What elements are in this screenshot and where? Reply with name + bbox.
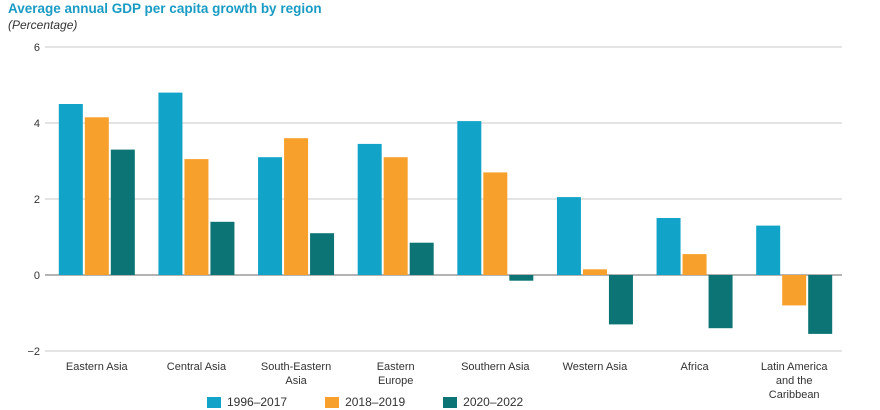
x-tick-label: Central Asia bbox=[167, 361, 227, 373]
bar bbox=[110, 149, 135, 275]
y-tick-label: 2 bbox=[34, 194, 40, 206]
bar bbox=[210, 221, 235, 275]
y-tick-label: 4 bbox=[34, 118, 40, 130]
bar bbox=[258, 157, 283, 275]
y-tick-label: −2 bbox=[27, 346, 40, 358]
bar bbox=[656, 218, 681, 275]
x-tick-label: Western Asia bbox=[563, 361, 628, 373]
legend-swatch bbox=[207, 396, 221, 408]
chart-title: Average annual GDP per capita growth by … bbox=[8, 1, 322, 16]
chart-subtitle: (Percentage) bbox=[8, 18, 78, 32]
bar bbox=[184, 159, 209, 275]
bar bbox=[782, 275, 807, 306]
bar bbox=[58, 104, 83, 275]
legend-swatch bbox=[325, 396, 340, 408]
bar bbox=[457, 121, 482, 275]
y-tick-label: 0 bbox=[34, 270, 40, 282]
x-tick-label: Eastern Asia bbox=[66, 361, 129, 373]
bar bbox=[682, 254, 707, 275]
legend-item: 2020–2022 bbox=[443, 395, 523, 409]
x-tick-label: Africa bbox=[681, 361, 710, 373]
bar bbox=[556, 197, 581, 275]
bar bbox=[708, 275, 733, 329]
bar bbox=[310, 233, 335, 275]
x-tick-label: Southern Asia bbox=[461, 361, 530, 373]
x-tick-label: Latin America and the Caribbean bbox=[761, 361, 829, 401]
legend: 1996–2017 2018–2019 2020–2022 bbox=[207, 395, 561, 409]
bar bbox=[582, 269, 607, 275]
legend-item: 2018–2019 bbox=[325, 395, 405, 409]
bar bbox=[756, 225, 781, 275]
bar bbox=[409, 242, 434, 275]
legend-label: 2018–2019 bbox=[345, 395, 406, 409]
bar bbox=[608, 275, 633, 325]
legend-label: 2020–2022 bbox=[463, 395, 524, 409]
y-tick-label: 6 bbox=[34, 42, 40, 54]
bar bbox=[284, 138, 309, 275]
bar bbox=[357, 143, 382, 275]
bar bbox=[84, 117, 109, 275]
x-tick-label: South-Eastern Asia bbox=[261, 361, 331, 387]
bar bbox=[808, 275, 833, 334]
legend-label: 1996–2017 bbox=[227, 395, 288, 409]
x-tick-label: Eastern Europe bbox=[377, 361, 415, 387]
bar bbox=[483, 172, 508, 275]
legend-swatch bbox=[443, 396, 458, 408]
legend-item: 1996–2017 bbox=[207, 395, 287, 409]
bar bbox=[158, 92, 183, 275]
bar bbox=[509, 275, 534, 281]
bar bbox=[383, 157, 408, 275]
